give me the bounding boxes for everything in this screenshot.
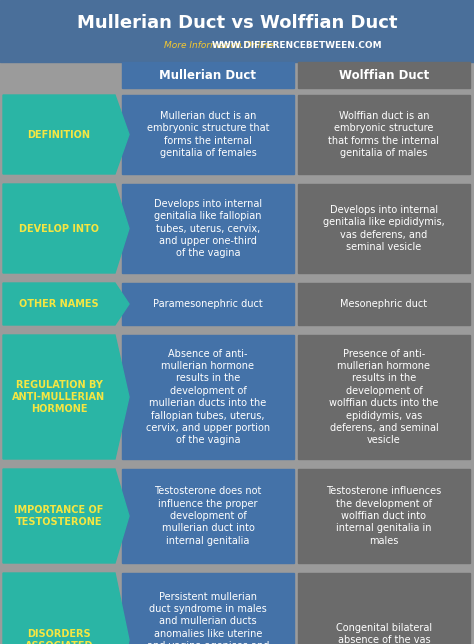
Text: Absence of anti-
mullerian hormone
results in the
development of
mullerian ducts: Absence of anti- mullerian hormone resul… [146, 348, 270, 446]
Bar [122, 469, 294, 563]
Text: Mullerian Duct vs Wolffian Duct: Mullerian Duct vs Wolffian Duct [77, 14, 397, 32]
Polygon shape [3, 573, 129, 644]
Bar [122, 283, 294, 325]
Bar [0, 181, 474, 276]
Text: Wolffian duct is an
embryonic structure
that forms the internal
genitalia of mal: Wolffian duct is an embryonic structure … [328, 111, 439, 158]
Text: DEVELOP INTO: DEVELOP INTO [19, 223, 99, 234]
Bar [298, 283, 470, 325]
Text: DISORDERS
ASSOCIATED: DISORDERS ASSOCIATED [25, 629, 93, 644]
Polygon shape [3, 283, 129, 325]
Bar [298, 95, 470, 174]
Bar [298, 469, 470, 563]
Text: Develops into internal
genitalia like epididymis,
vas deferens, and
seminal vesi: Develops into internal genitalia like ep… [323, 205, 445, 252]
Text: More Information Online: More Information Online [164, 41, 274, 50]
Text: Paramesonephric duct: Paramesonephric duct [153, 299, 263, 309]
Polygon shape [3, 95, 129, 174]
Bar [122, 335, 294, 459]
Text: Mullerian duct is an
embryonic structure that
forms the internal
genitalia of fe: Mullerian duct is an embryonic structure… [147, 111, 269, 158]
Text: Testosterone does not
influence the proper
development of
mullerian duct into
in: Testosterone does not influence the prop… [155, 486, 262, 546]
Polygon shape [3, 469, 129, 563]
Bar [0, 466, 474, 566]
Polygon shape [3, 335, 129, 459]
Text: Testosterone influences
the development of
wolffian duct into
internal genitalia: Testosterone influences the development … [327, 486, 442, 546]
Bar [0, 0, 474, 62]
Text: Wolffian Duct: Wolffian Duct [339, 68, 429, 82]
Text: Congenital bilateral
absence of the vas
deferens: Congenital bilateral absence of the vas … [336, 623, 432, 644]
Polygon shape [3, 184, 129, 273]
Text: Develops into internal
genitalia like fallopian
tubes, uterus, cervix,
and upper: Develops into internal genitalia like fa… [154, 199, 262, 258]
Bar [122, 573, 294, 644]
Text: Mesonephric duct: Mesonephric duct [340, 299, 428, 309]
Bar [0, 570, 474, 644]
Bar [122, 95, 294, 174]
Text: REGULATION BY
ANTI-MULLERIAN
HORMONE: REGULATION BY ANTI-MULLERIAN HORMONE [12, 379, 106, 414]
Bar [0, 280, 474, 328]
Text: WWW.DIFFERENCEBETWEEN.COM: WWW.DIFFERENCEBETWEEN.COM [212, 41, 383, 50]
Text: DEFINITION: DEFINITION [27, 129, 91, 140]
Bar [0, 332, 474, 462]
Text: Mullerian Duct: Mullerian Duct [159, 68, 256, 82]
Bar [298, 573, 470, 644]
Bar [298, 335, 470, 459]
Text: Persistent mullerian
duct syndrome in males
and mullerian ducts
anomalies like u: Persistent mullerian duct syndrome in ma… [147, 592, 269, 644]
Bar [122, 184, 294, 273]
Bar [122, 62, 294, 88]
Bar [298, 62, 470, 88]
Bar [0, 92, 474, 177]
Bar [298, 184, 470, 273]
Text: OTHER NAMES: OTHER NAMES [19, 299, 99, 309]
Text: Presence of anti-
mullerian hormone
results in the
development of
wolffian ducts: Presence of anti- mullerian hormone resu… [329, 348, 439, 446]
Text: IMPORTANCE OF
TESTOSTERONE: IMPORTANCE OF TESTOSTERONE [14, 505, 104, 527]
